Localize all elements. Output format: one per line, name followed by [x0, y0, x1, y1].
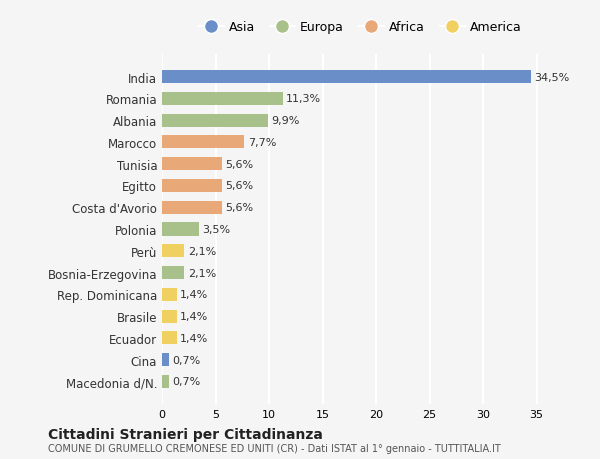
Text: 1,4%: 1,4% [180, 311, 208, 321]
Text: COMUNE DI GRUMELLO CREMONESE ED UNITI (CR) - Dati ISTAT al 1° gennaio - TUTTITAL: COMUNE DI GRUMELLO CREMONESE ED UNITI (C… [48, 443, 501, 453]
Text: 0,7%: 0,7% [173, 376, 201, 386]
Bar [162, 331, 177, 345]
Text: 5,6%: 5,6% [225, 203, 253, 213]
Bar [162, 114, 268, 128]
Text: 1,4%: 1,4% [180, 333, 208, 343]
Bar [162, 179, 222, 193]
Text: 1,4%: 1,4% [180, 290, 208, 300]
Text: 0,7%: 0,7% [173, 355, 201, 365]
Text: 7,7%: 7,7% [248, 138, 276, 148]
Text: Cittadini Stranieri per Cittadinanza: Cittadini Stranieri per Cittadinanza [48, 427, 323, 442]
Bar [162, 93, 283, 106]
Bar [162, 375, 169, 388]
Text: 5,6%: 5,6% [225, 181, 253, 191]
Bar [162, 288, 177, 301]
Bar [162, 223, 199, 236]
Bar [162, 353, 169, 366]
Text: 9,9%: 9,9% [271, 116, 299, 126]
Bar [162, 71, 531, 84]
Bar [162, 266, 184, 280]
Bar [162, 245, 184, 258]
Bar [162, 201, 222, 214]
Text: 11,3%: 11,3% [286, 94, 321, 104]
Text: 5,6%: 5,6% [225, 159, 253, 169]
Text: 2,1%: 2,1% [188, 268, 216, 278]
Text: 34,5%: 34,5% [535, 73, 570, 83]
Bar [162, 136, 244, 149]
Text: 3,5%: 3,5% [203, 224, 231, 235]
Text: 2,1%: 2,1% [188, 246, 216, 256]
Bar [162, 158, 222, 171]
Bar [162, 310, 177, 323]
Legend: Asia, Europa, Africa, America: Asia, Europa, Africa, America [194, 16, 526, 39]
